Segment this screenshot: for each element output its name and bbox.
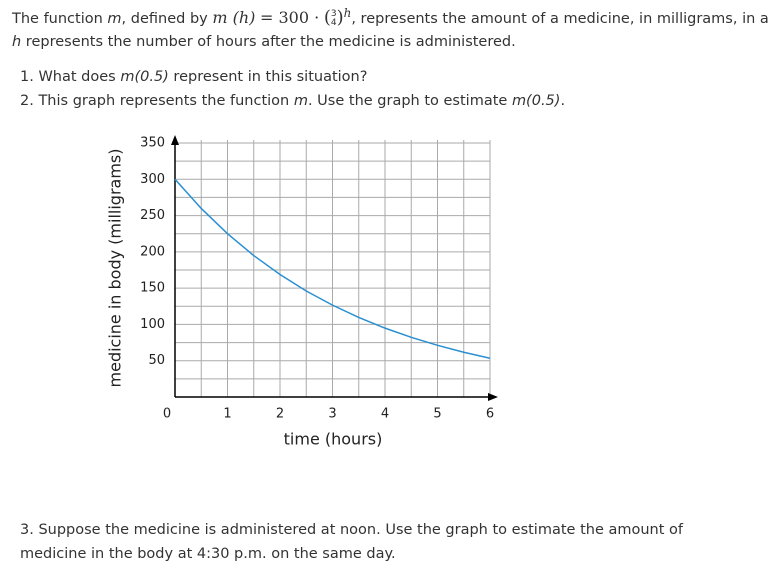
question: 1. What does m(0.5) represent in this si… xyxy=(20,69,367,85)
text: represents the number of hours after the… xyxy=(21,34,516,50)
text: m xyxy=(293,93,308,109)
number: 3. xyxy=(20,522,34,538)
y-tick-label: 300 xyxy=(140,172,165,187)
y-tick-label: 150 xyxy=(140,281,165,296)
paren: ( xyxy=(323,6,331,28)
text: m(0.5) xyxy=(120,69,169,85)
formula: = 300 · xyxy=(260,7,320,27)
text: Suppose the medicine is administered at … xyxy=(20,522,684,562)
text: h xyxy=(12,34,22,50)
intro-line: The function m, defined by m (h) = 300 ·… xyxy=(12,6,769,28)
x-tick-label: 3 xyxy=(328,407,336,422)
x-axis-arrow xyxy=(488,393,498,401)
y-axis-arrow xyxy=(171,135,179,145)
y-tick-label: 350 xyxy=(140,136,165,151)
text: . Use the graph to estimate xyxy=(307,93,512,109)
x-tick-label: 0 xyxy=(163,407,171,422)
x-tick-label: 6 xyxy=(486,407,494,422)
y-tick-label: 100 xyxy=(140,317,165,332)
question: 3. Suppose the medicine is administered … xyxy=(20,518,750,566)
text: , represents the amount of a medicine, i… xyxy=(351,10,769,27)
text: This graph represents the function xyxy=(38,93,294,109)
text: , defined by xyxy=(121,10,213,27)
text: What does xyxy=(38,69,121,85)
exponent: h xyxy=(343,6,352,20)
y-tick-label: 200 xyxy=(140,244,165,259)
y-tick-label: 250 xyxy=(140,208,165,223)
number: 1. xyxy=(20,69,34,85)
paren: ) xyxy=(336,6,344,28)
formula: m (h) xyxy=(212,7,256,27)
text: m xyxy=(107,10,122,27)
intro-line: h represents the number of hours after t… xyxy=(12,34,516,50)
x-tick-label: 5 xyxy=(433,407,441,422)
text: . xyxy=(560,93,566,109)
line xyxy=(174,178,491,359)
x-axis-label: time (hours) xyxy=(284,430,383,449)
number: 2. xyxy=(20,93,34,109)
text: represent in this situation? xyxy=(168,69,368,85)
x-tick-label: 1 xyxy=(223,407,231,422)
x-tick-label: 2 xyxy=(276,407,284,422)
question: 2. This graph represents the function m.… xyxy=(20,93,565,109)
y-axis-label: medicine in body (milligrams) xyxy=(106,149,125,388)
y-tick-label: 50 xyxy=(148,353,165,368)
text: The function xyxy=(12,10,108,27)
denominator: 4 xyxy=(330,17,337,28)
numerator: 3 xyxy=(330,8,337,19)
x-tick-label: 4 xyxy=(381,407,389,422)
text: m(0.5) xyxy=(511,93,561,109)
